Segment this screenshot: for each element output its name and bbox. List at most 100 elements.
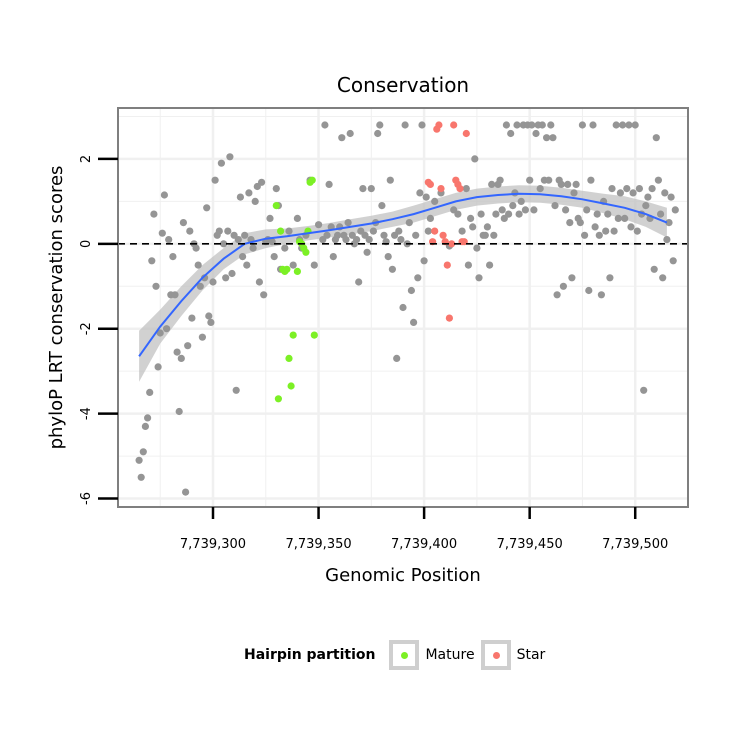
point-star-10 xyxy=(445,314,453,322)
point-other-142 xyxy=(475,274,483,282)
point-other-175 xyxy=(545,176,553,184)
point-other-209 xyxy=(616,189,625,197)
point-mature-13 xyxy=(302,248,310,256)
point-other-166 xyxy=(526,176,534,184)
point-other-138 xyxy=(467,214,475,222)
point-other-41 xyxy=(222,274,230,282)
point-other-129 xyxy=(426,214,434,222)
point-other-21 xyxy=(179,219,187,227)
point-other-176 xyxy=(547,121,555,129)
point-other-153 xyxy=(498,206,506,214)
point-other-235 xyxy=(671,206,679,214)
point-other-5 xyxy=(146,388,154,396)
point-other-220 xyxy=(640,386,648,394)
point-other-146 xyxy=(483,223,491,231)
point-other-186 xyxy=(568,274,576,282)
x-tick-label-0: 7,739,300 xyxy=(180,537,246,552)
point-other-207 xyxy=(612,121,620,129)
point-other-213 xyxy=(625,121,633,129)
point-other-202 xyxy=(602,227,610,235)
point-other-184 xyxy=(564,180,572,188)
point-other-57 xyxy=(255,278,263,286)
point-other-177 xyxy=(549,134,557,142)
point-other-68 xyxy=(281,244,289,252)
point-other-46 xyxy=(232,386,240,394)
point-other-193 xyxy=(583,206,591,214)
point-other-162 xyxy=(517,197,525,205)
point-other-227 xyxy=(654,176,663,184)
point-other-28 xyxy=(194,261,202,269)
point-other-25 xyxy=(188,314,196,322)
point-other-217 xyxy=(633,227,641,235)
point-other-101 xyxy=(367,185,375,193)
legend-key-star xyxy=(480,640,511,670)
point-mature-16 xyxy=(308,176,316,184)
point-other-198 xyxy=(593,210,601,218)
point-other-50 xyxy=(241,231,249,239)
point-other-208 xyxy=(614,214,622,222)
point-other-140 xyxy=(471,155,479,163)
point-other-212 xyxy=(623,185,631,193)
point-other-147 xyxy=(486,261,494,269)
point-other-117 xyxy=(401,121,409,129)
point-other-10 xyxy=(156,329,164,337)
point-other-122 xyxy=(412,231,420,239)
point-other-121 xyxy=(410,318,418,326)
point-other-111 xyxy=(388,265,396,273)
point-mature-17 xyxy=(310,331,318,339)
point-other-3 xyxy=(141,422,149,430)
point-other-97 xyxy=(359,185,367,193)
point-other-149 xyxy=(490,231,498,239)
point-other-80 xyxy=(323,231,331,239)
point-other-181 xyxy=(557,180,565,188)
point-other-24 xyxy=(186,227,194,235)
point-other-205 xyxy=(608,185,616,193)
point-other-19 xyxy=(175,407,183,416)
point-other-135 xyxy=(458,227,466,235)
point-other-226 xyxy=(652,134,660,142)
point-star-12 xyxy=(450,121,458,129)
chart-title: Conservation xyxy=(337,73,469,97)
point-other-13 xyxy=(163,325,171,333)
point-other-105 xyxy=(376,121,384,129)
point-mature-7 xyxy=(287,382,295,390)
point-other-44 xyxy=(228,269,236,278)
point-other-69 xyxy=(285,227,293,235)
point-other-148 xyxy=(488,180,496,188)
point-other-83 xyxy=(329,253,337,261)
legend-dot-star-icon xyxy=(492,652,500,659)
point-star-11 xyxy=(448,240,456,248)
point-other-110 xyxy=(386,176,394,184)
point-other-192 xyxy=(581,231,589,239)
point-other-158 xyxy=(509,202,517,210)
y-tick-label-1: -4 xyxy=(79,407,94,420)
point-other-155 xyxy=(502,121,510,129)
point-other-42 xyxy=(224,227,232,235)
point-other-228 xyxy=(657,210,665,218)
point-other-17 xyxy=(171,291,179,299)
point-other-152 xyxy=(496,176,504,184)
point-other-54 xyxy=(249,244,257,252)
point-other-106 xyxy=(378,202,386,210)
point-other-87 xyxy=(338,134,346,142)
point-other-29 xyxy=(196,282,204,290)
point-other-174 xyxy=(543,134,551,142)
point-other-191 xyxy=(578,121,587,129)
point-other-218 xyxy=(635,185,644,193)
point-other-23 xyxy=(184,342,192,350)
point-other-233 xyxy=(667,193,675,201)
point-other-58 xyxy=(258,178,266,186)
point-other-136 xyxy=(462,185,470,193)
point-other-120 xyxy=(407,286,415,295)
point-other-109 xyxy=(384,253,392,261)
point-other-2 xyxy=(139,448,147,456)
point-mature-9 xyxy=(293,267,301,275)
point-other-164 xyxy=(521,206,530,214)
x-tick-label-1: 7,739,350 xyxy=(285,537,351,552)
point-other-204 xyxy=(606,274,614,282)
point-other-30 xyxy=(198,333,206,341)
point-other-1 xyxy=(137,473,145,481)
point-other-90 xyxy=(344,219,352,227)
point-other-125 xyxy=(418,121,426,129)
